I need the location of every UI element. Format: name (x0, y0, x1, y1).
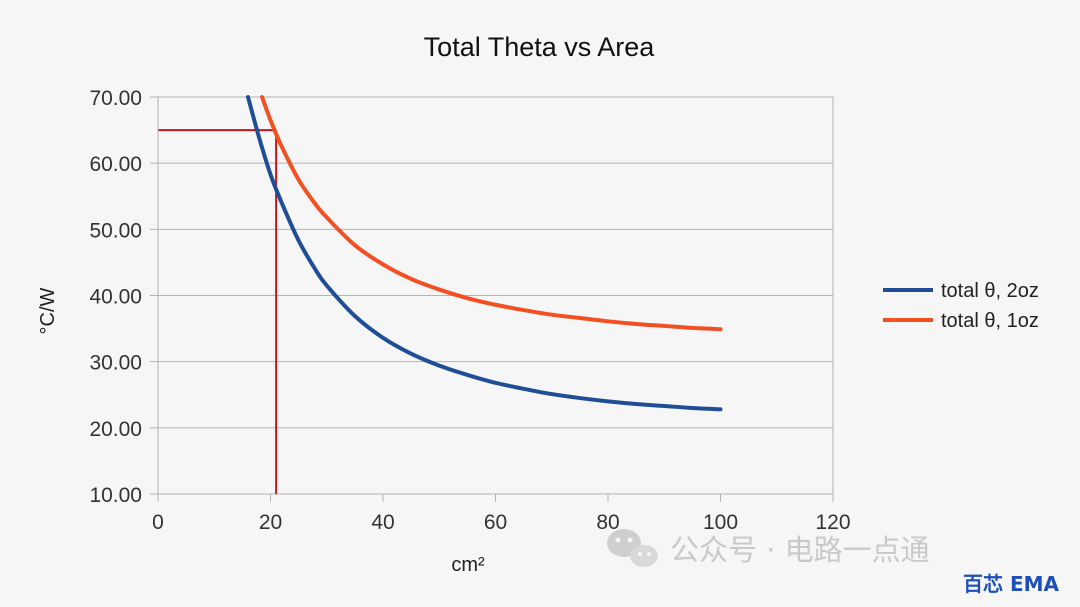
axes (150, 96, 834, 502)
chart-title: Total Theta vs Area (424, 32, 656, 62)
watermark-text: 公众号 · 电路一点通 (670, 533, 930, 567)
x-tick-label: 0 (152, 511, 164, 534)
series-line-2oz (246, 95, 723, 412)
y-tick-label: 10.00 (89, 484, 142, 507)
y-tick-label: 50.00 (89, 219, 142, 242)
x-tick-labels: 0 20 40 60 80 100 120 (152, 511, 850, 534)
y-axis-title: °C/W (37, 287, 59, 334)
y-tick-label: 70.00 (89, 87, 142, 110)
x-axis-title: cm² (451, 554, 485, 576)
y-tick-labels: 10.00 20.00 30.00 40.00 50.00 60.00 70.00 (89, 87, 142, 507)
x-tick-label: 100 (703, 511, 738, 534)
series-lines (246, 95, 723, 412)
y-tick-label: 60.00 (89, 153, 142, 176)
legend-label-1oz: total θ, 1oz (941, 310, 1039, 332)
y-tick-label: 30.00 (89, 352, 142, 375)
wechat-icon (607, 529, 658, 567)
x-tick-label: 20 (259, 511, 282, 534)
legend: total θ, 2oz total θ, 1oz (883, 280, 1039, 332)
y-tick-label: 40.00 (89, 286, 142, 309)
y-tick-label: 20.00 (89, 418, 142, 441)
series-line-1oz (260, 95, 723, 332)
x-tick-label: 60 (484, 511, 507, 534)
watermark: 公众号 · 电路一点通 百芯 EMA (607, 529, 1060, 596)
brand-logo-text: 百芯 EMA (963, 572, 1060, 596)
legend-label-2oz: total θ, 2oz (941, 280, 1039, 302)
grid-lines (158, 96, 833, 495)
annotation-lines (158, 129, 278, 494)
x-tick-label: 120 (815, 511, 850, 534)
x-tick-label: 40 (371, 511, 394, 534)
x-tick-label: 80 (596, 511, 619, 534)
